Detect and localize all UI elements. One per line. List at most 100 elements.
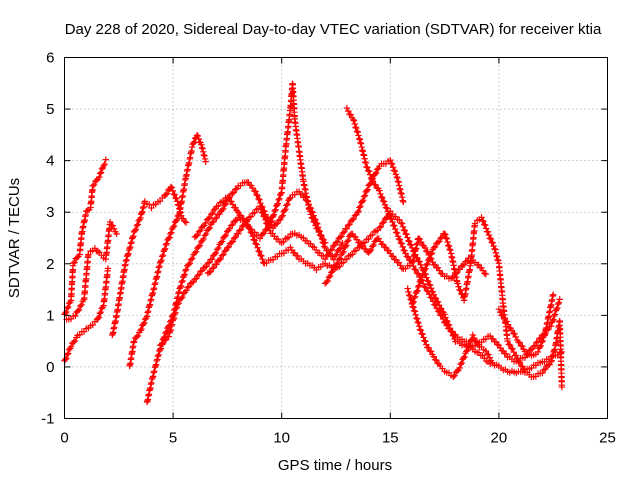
data-point [129, 234, 136, 241]
data-point [140, 203, 147, 211]
data-point [531, 342, 539, 349]
data-point [366, 248, 374, 255]
data-point [400, 198, 407, 206]
data-point [464, 343, 472, 350]
data-point [235, 230, 242, 238]
data-point [349, 251, 356, 258]
data-point [264, 220, 271, 227]
data-point [218, 252, 226, 259]
data-point [338, 233, 345, 240]
data-point [370, 241, 377, 249]
series-track-6 [143, 179, 346, 406]
data-point [556, 296, 563, 303]
data-point [364, 186, 371, 193]
data-point [404, 253, 412, 261]
data-point [171, 310, 178, 318]
data-point [189, 255, 196, 262]
data-point [437, 270, 445, 277]
data-point [431, 301, 438, 308]
data-point [321, 255, 329, 263]
data-point [494, 256, 501, 264]
data-point [558, 383, 566, 391]
data-point [197, 227, 204, 234]
data-point [187, 280, 194, 287]
data-point [369, 178, 377, 185]
y-tick-label: 6 [46, 50, 54, 67]
data-point [547, 358, 555, 365]
data-point [344, 238, 351, 245]
data-point [131, 227, 139, 234]
x-tick-label: 20 [491, 430, 508, 447]
data-point [314, 225, 321, 233]
data-point [158, 257, 165, 264]
data-point [248, 229, 255, 237]
data-point [398, 240, 405, 247]
data-point [497, 309, 504, 316]
data-point [182, 266, 190, 273]
data-point [138, 325, 145, 333]
data-point [347, 111, 354, 118]
data-point [126, 245, 133, 252]
data-point [491, 245, 498, 253]
data-point [213, 261, 220, 268]
data-point [367, 174, 375, 182]
data-point [260, 229, 268, 237]
data-point [425, 344, 432, 352]
data-point [335, 256, 342, 263]
data-point [506, 341, 514, 349]
data-point [398, 220, 406, 227]
data-point [206, 259, 213, 266]
data-point [343, 104, 351, 112]
data-point [286, 195, 293, 203]
data-point [359, 198, 366, 205]
data-point [494, 341, 501, 348]
data-point [130, 338, 138, 345]
data-point [399, 243, 406, 251]
data-point [194, 132, 202, 140]
data-point [414, 254, 421, 262]
data-point [416, 235, 424, 243]
data-point [89, 321, 96, 329]
data-point [434, 239, 442, 246]
data-point [110, 225, 118, 232]
data-point [177, 282, 185, 290]
data-point [204, 260, 212, 267]
data-point [186, 260, 194, 267]
series-track-4 [109, 183, 190, 339]
data-point [208, 219, 216, 226]
data-point [62, 356, 69, 363]
data-point [182, 219, 190, 226]
data-point [538, 338, 545, 346]
data-point [84, 207, 91, 214]
data-point [342, 243, 349, 250]
data-point [356, 204, 363, 211]
data-point [547, 322, 555, 330]
data-point [406, 292, 414, 300]
x-tick-label: 25 [599, 430, 616, 447]
data-point [225, 194, 232, 202]
data-point [423, 261, 430, 269]
data-point [133, 222, 140, 229]
data-point [450, 373, 457, 380]
data-point [65, 350, 72, 357]
data-point [64, 351, 71, 358]
data-point [499, 312, 507, 320]
data-point [201, 264, 209, 271]
series-track-3 [63, 218, 120, 323]
data-point [159, 253, 166, 260]
data-point [416, 323, 423, 330]
data-point [213, 246, 221, 253]
data-point [199, 223, 207, 230]
data-point [478, 214, 485, 221]
data-point [256, 235, 264, 242]
data-point [260, 212, 267, 220]
data-point [422, 284, 429, 291]
data-point [412, 266, 419, 274]
data-point [172, 305, 180, 313]
data-point [255, 247, 262, 255]
data-point [405, 288, 412, 296]
data-point [426, 254, 434, 262]
data-point [284, 200, 291, 208]
data-point [420, 334, 427, 341]
y-axis-label: SDTVAR / TECUs [6, 178, 23, 298]
